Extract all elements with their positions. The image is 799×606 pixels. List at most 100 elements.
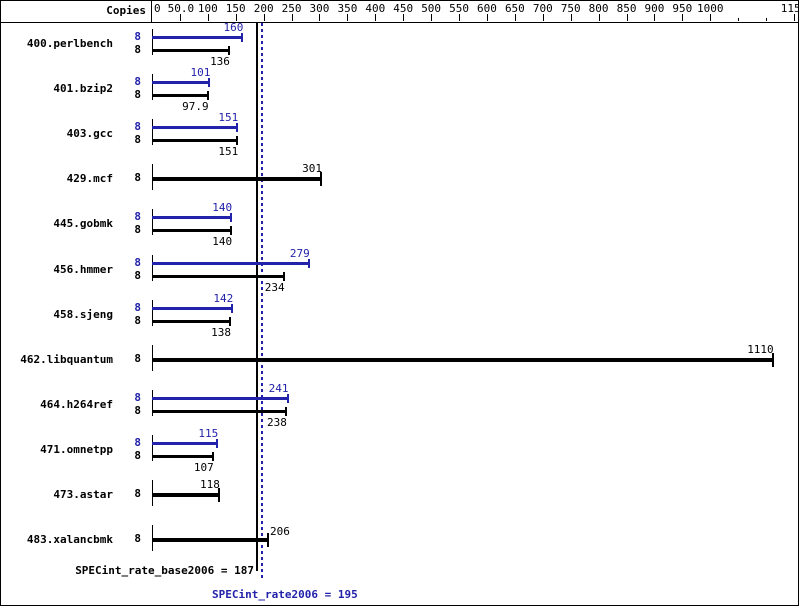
row-origin-tick — [152, 119, 153, 146]
base-value-label: 238 — [267, 415, 287, 429]
peak-copies-value: 8 — [134, 30, 141, 43]
base-copies-value: 8 — [134, 532, 141, 546]
copies-column-header: Copies — [106, 4, 146, 17]
base-copies-value: 8 — [134, 403, 141, 417]
peak-bar-endcap — [230, 213, 232, 223]
base-value-label: 107 — [193, 460, 214, 474]
base-value-label: 97.9 — [182, 100, 209, 114]
base-bar — [152, 538, 267, 543]
base-bar — [152, 177, 321, 182]
base-value-label: 234 — [264, 280, 285, 294]
peak-bar-endcap — [241, 33, 243, 42]
peak-value-label: 101 — [190, 66, 211, 80]
benchmark-name-label: 462.libquantum — [20, 352, 113, 366]
x-axis-tick-mark — [375, 14, 376, 21]
x-axis-tick-label: 850 — [616, 2, 637, 15]
benchmark-name-label: 401.bzip2 — [53, 82, 113, 96]
x-axis-tick-label: 200 — [253, 2, 274, 15]
benchmark-name-label: 483.xalancbmk — [26, 533, 113, 547]
peak-value-label: 151 — [218, 111, 239, 125]
base-bar-endcap — [229, 316, 231, 326]
x-axis-minor-tick-mark — [766, 18, 767, 21]
x-axis-tick-label: 650 — [504, 2, 525, 15]
base-copies-value: 8 — [134, 268, 141, 282]
x-axis-tick-mark — [403, 14, 404, 21]
peak-summary-label: SPECint_rate2006 = 195 — [212, 588, 358, 601]
benchmark-name-label: 400.perlbench — [26, 37, 113, 50]
x-axis-tick-label: 800 — [588, 2, 609, 15]
peak-bar — [152, 126, 237, 130]
x-axis-minor-tick-mark — [738, 18, 739, 21]
benchmark-name-label: 473.astar — [53, 488, 113, 501]
peak-value-label: 160 — [223, 21, 244, 34]
base-copies-value: 8 — [134, 448, 141, 462]
x-axis-tick-label: 900 — [644, 2, 665, 15]
x-axis-tick-mark — [180, 14, 181, 21]
base-bar — [152, 409, 285, 413]
base-copies-value: 8 — [134, 223, 141, 237]
peak-copies-value: 8 — [134, 210, 141, 224]
x-axis-tick-label: 950 — [672, 2, 693, 15]
x-axis-tick-label: 300 — [309, 2, 330, 15]
peak-reference-line — [261, 23, 263, 581]
base-bar-endcap — [320, 172, 322, 187]
base-bar-endcap — [267, 533, 269, 548]
x-axis-tick-label: 100 — [197, 2, 218, 15]
peak-bar — [152, 81, 209, 85]
peak-value-label: 241 — [268, 381, 289, 395]
x-axis-tick-label: 1150 — [780, 2, 799, 15]
row-origin-tick — [152, 389, 153, 416]
x-axis-tick-mark — [682, 14, 683, 21]
base-bar-endcap — [230, 226, 232, 236]
peak-copies-value: 8 — [134, 75, 141, 89]
base-bar — [152, 357, 772, 362]
x-axis-tick-label: 350 — [337, 2, 358, 15]
x-axis-tick-mark — [515, 14, 516, 21]
base-summary-label: SPECint_rate_base2006 = 187 — [75, 564, 254, 577]
x-axis-tick-label: 750 — [560, 2, 581, 15]
x-axis-tick-label: 50.0 — [167, 2, 195, 15]
peak-value-label: 140 — [212, 201, 233, 215]
peak-value-label: 142 — [213, 291, 234, 305]
x-axis-tick-label: 550 — [449, 2, 469, 15]
base-bar-endcap — [212, 451, 214, 461]
peak-copies-value: 8 — [134, 300, 141, 314]
base-value-label: 140 — [212, 235, 233, 249]
base-bar — [152, 493, 218, 497]
base-bar-endcap — [285, 406, 287, 416]
axis-baseline-rule — [1, 22, 798, 23]
benchmark-name-label: 471.omnetpp — [40, 442, 113, 456]
x-axis-tick-label: 400 — [365, 2, 386, 15]
base-bar — [152, 229, 231, 233]
base-value-label: 136 — [210, 55, 230, 68]
x-axis-tick-label: 500 — [421, 2, 442, 15]
x-axis-tick-mark — [571, 14, 572, 21]
base-bar-endcap — [283, 271, 285, 281]
x-axis-tick-label: 1000 — [697, 2, 724, 15]
peak-value-label: 115 — [198, 426, 219, 440]
x-axis-tick-mark — [347, 14, 348, 21]
benchmark-name-label: 429.mcf — [66, 172, 113, 186]
peak-bar-endcap — [216, 438, 218, 448]
peak-copies-value: 8 — [134, 435, 141, 449]
row-origin-tick — [152, 29, 153, 55]
peak-bar-endcap — [287, 393, 289, 403]
base-copies-value: 8 — [134, 43, 141, 56]
axis-origin-rule — [151, 1, 152, 22]
base-bar — [152, 274, 283, 278]
x-axis-tick-label: 700 — [532, 2, 553, 15]
x-axis-tick-label: 600 — [477, 2, 497, 15]
peak-bar — [152, 36, 242, 39]
x-axis-tick-mark — [794, 14, 795, 21]
x-axis-tick-label: 0 — [154, 2, 161, 15]
base-bar-endcap — [218, 488, 220, 502]
peak-copies-value: 8 — [134, 120, 141, 134]
benchmark-name-label: 403.gcc — [66, 127, 113, 141]
peak-bar-endcap — [308, 258, 310, 268]
x-axis-tick-mark — [208, 14, 209, 21]
base-bar — [152, 94, 207, 98]
x-axis-tick-label: 250 — [281, 2, 302, 15]
row-origin-tick — [152, 74, 153, 101]
row-origin-tick — [152, 254, 153, 281]
